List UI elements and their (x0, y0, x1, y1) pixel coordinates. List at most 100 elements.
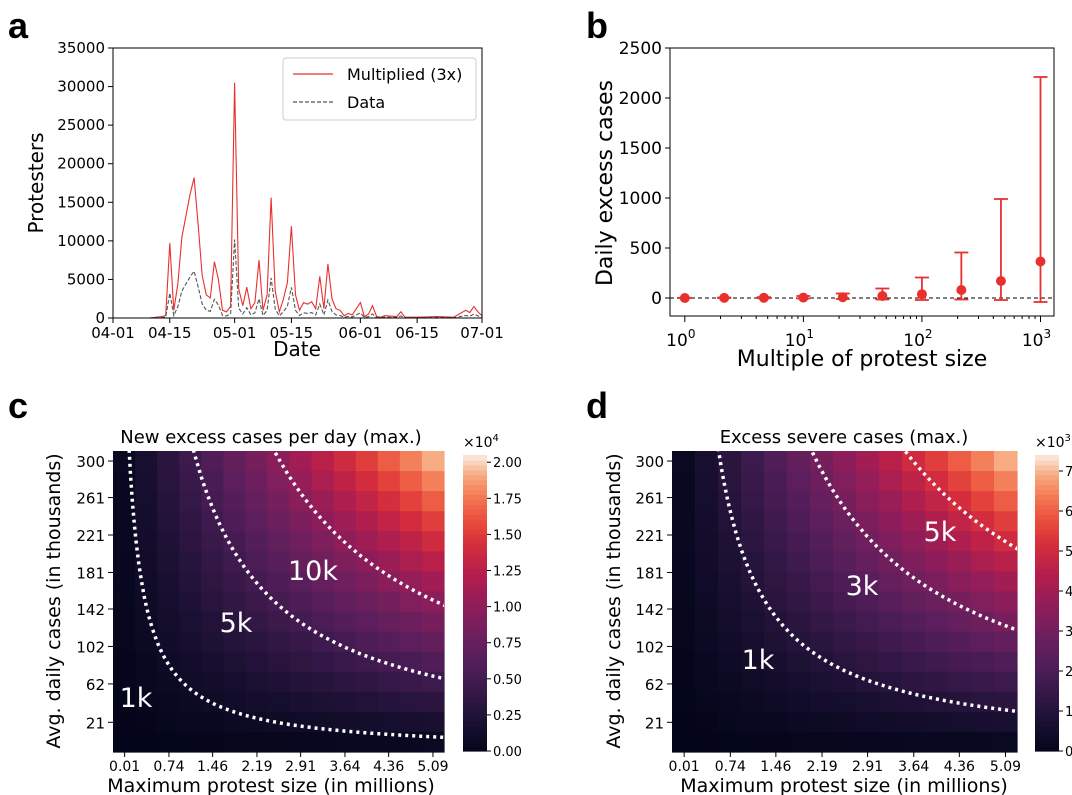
colorbar-tick-label: 7 (1065, 465, 1072, 480)
colorbar-segment (1035, 588, 1059, 594)
heatmap-cell (994, 651, 1018, 673)
heatmap-cell (355, 631, 379, 653)
x-tick-label: 100 (666, 327, 695, 351)
heatmap-cell (135, 671, 158, 693)
heatmap-cell (333, 591, 357, 613)
colorbar-segment (463, 686, 487, 693)
heatmap-cell (741, 671, 765, 693)
heatmap-cell (833, 551, 857, 572)
heatmap-cell (399, 731, 423, 753)
colorbar-segment (1035, 469, 1059, 476)
colorbar-segment (463, 622, 487, 629)
heatmap-cell (994, 711, 1018, 733)
colorbar-segment (463, 504, 487, 510)
heatmap-cell (902, 671, 926, 693)
contour-label-5k: 5k (924, 517, 957, 548)
heatmap-cell (113, 511, 136, 532)
colorbar-segment (463, 662, 487, 668)
y-tick-label: 62 (645, 676, 664, 694)
x-tick-label: 06-15 (395, 324, 439, 342)
heatmap-cell (201, 531, 224, 552)
heatmap-cell (179, 731, 202, 753)
heatmap-cell (113, 491, 136, 512)
heatmap-cell (718, 511, 742, 532)
heatmap-cell (377, 551, 401, 572)
panel-c-colorbar: 0.00 0.25 0.50 0.75 1.00 1.25 1.50 1.75 2.00 ×104 (463, 433, 522, 760)
heatmap-cell (179, 711, 202, 733)
heatmap-cell (925, 571, 949, 593)
y-tick-label: 261 (76, 490, 105, 508)
heatmap-cell (672, 511, 696, 532)
colorbar-segment (463, 706, 487, 713)
heatmap-cell (948, 611, 972, 633)
heatmap-cell (833, 671, 857, 693)
panel-c-x-ticks: 0.01 0.74 1.46 2.19 2.91 3.64 4.36 5.09 (109, 752, 449, 775)
heatmap-cell (289, 691, 313, 713)
contour-line-3k (809, 451, 1017, 632)
heatmap-cell (179, 651, 202, 673)
colorbar-segment (1035, 637, 1059, 644)
heatmap-cell (764, 531, 788, 552)
panel-a-x-ticks: 04-01 04-15 05-01 05-15 06-01 06-15 07-01 (91, 318, 504, 342)
heatmap-cell (311, 451, 335, 472)
colorbar-segment (1035, 746, 1059, 752)
heatmap-cell (902, 451, 926, 472)
colorbar-tick-label: 6 (1065, 505, 1072, 520)
heatmap-cell (179, 491, 202, 512)
heatmap-cell (879, 711, 903, 733)
heatmap-cell (157, 611, 180, 633)
heatmap-cell (223, 531, 246, 552)
heatmap-cell (833, 611, 857, 633)
x-tick-label: 06-01 (339, 324, 383, 342)
heatmap-cell (179, 691, 202, 713)
heatmap-cell (201, 551, 224, 572)
heatmap-cell (971, 491, 995, 512)
heatmap-cell (856, 471, 880, 492)
colorbar-segment (1035, 706, 1059, 713)
x-tick-label: 1.46 (197, 759, 228, 775)
heatmap-cell (179, 571, 202, 593)
heatmap-cell (421, 511, 445, 532)
heatmap-cell (695, 591, 719, 613)
heatmap-cell (157, 671, 180, 693)
heatmap-cell (718, 651, 742, 673)
heatmap-cell (718, 611, 742, 633)
multiplier-exponent: 3 (1065, 433, 1071, 444)
heatmap-cell (879, 631, 903, 653)
heatmap-cell (421, 471, 445, 492)
y-tick-label: 62 (86, 676, 105, 694)
heatmap-cell (399, 631, 423, 653)
heatmap-cell (718, 551, 742, 572)
heatmap-cell (764, 591, 788, 613)
heatmap-cell (399, 691, 423, 713)
heatmap-cell (787, 531, 811, 552)
heatmap-cell (399, 611, 423, 633)
colorbar-tick-label: 1.75 (493, 492, 522, 507)
heatmap-cell (201, 511, 224, 532)
contour-label-1k: 1k (742, 645, 775, 676)
colorbar-segment (1035, 499, 1059, 505)
colorbar-tick-label: 0.75 (493, 637, 522, 652)
panel-a-series-layer (113, 82, 482, 318)
heatmap-cell (355, 571, 379, 593)
colorbar-segment (1035, 607, 1059, 614)
contour-line-5k (902, 451, 1017, 551)
colorbar-segment (1035, 529, 1059, 535)
heatmap-cell (695, 651, 719, 673)
heatmap-cell (157, 551, 180, 572)
heatmap-cell (333, 711, 357, 733)
heatmap-cell (333, 471, 357, 492)
heatmap-cell (925, 451, 949, 472)
data-point (679, 293, 690, 303)
heatmap-cell (810, 451, 834, 472)
heatmap-cell (971, 531, 995, 552)
heatmap-cell (245, 611, 269, 633)
heatmap-cell (902, 611, 926, 633)
heatmap-cell (833, 531, 857, 552)
heatmap-cell (267, 611, 291, 633)
colorbar-segment (1035, 662, 1059, 668)
heatmap-cell (289, 671, 313, 693)
heatmap-cell (333, 491, 357, 512)
